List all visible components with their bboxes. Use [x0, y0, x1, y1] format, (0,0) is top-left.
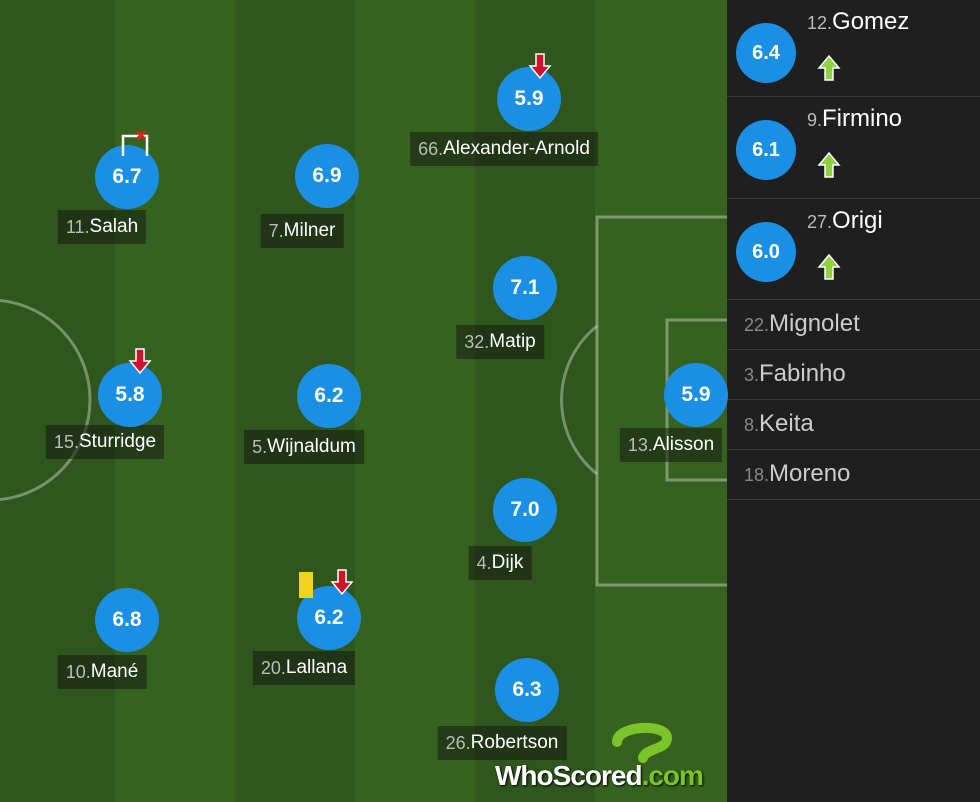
player-name: Alisson [652, 434, 715, 455]
sub-on-arrow [817, 151, 841, 178]
rating: 5.9 [664, 363, 728, 427]
player-label: 32. Matip [456, 325, 544, 359]
shirt-number: 15. [53, 431, 79, 452]
player-name: Wijnaldum [267, 436, 356, 457]
rating: 5.8 [98, 363, 162, 427]
bench-row: 3.Fabinho [727, 350, 980, 400]
rating: 6.3 [495, 658, 559, 722]
player-label: 13. Alisson [619, 428, 723, 462]
shirt-number: 7. [268, 220, 284, 241]
sub-off-arrow [128, 348, 152, 375]
player-name: Firmino [822, 105, 903, 132]
yellow-card [299, 572, 313, 598]
substitutes-panel: 6.4 12.Gomez 6.1 9.Firmino 6.0 27.Origi 22.Mig… [727, 0, 980, 802]
player-label: 66. Alexander-Arnold [410, 132, 598, 166]
player-label: 7. Milner [260, 214, 344, 248]
rating: 6.4 [736, 23, 796, 83]
sub-on-arrow [817, 54, 841, 81]
rating: 6.2 [297, 364, 361, 428]
player-name: Mignolet [769, 310, 860, 337]
player-label: 10. Mané [57, 655, 147, 689]
player-name: Gomez [832, 8, 910, 35]
player-name: Robertson [470, 732, 559, 753]
rating: 7.0 [493, 478, 557, 542]
rating: 6.0 [736, 222, 796, 282]
shirt-number: 3. [744, 365, 760, 385]
player-name: Milner [283, 220, 336, 241]
player-label: 4. Dijk [468, 546, 532, 580]
logo-mark [612, 723, 673, 763]
shirt-number: 10. [65, 661, 91, 682]
player-label: 5. Wijnaldum [244, 430, 364, 464]
shirt-number: 66. [418, 138, 444, 159]
player-name: Matip [489, 331, 536, 352]
logo-suffix: .com [641, 760, 704, 791]
sub-text: 9.Firmino [807, 105, 902, 133]
shirt-number: 18. [744, 465, 770, 485]
shirt-number: 26. [445, 732, 471, 753]
shirt-number: 9. [807, 110, 823, 130]
player-name: Sturridge [78, 431, 157, 452]
rating: 6.7 [95, 145, 159, 209]
shirt-number: 22. [744, 315, 770, 335]
bench-text: 3.Fabinho [744, 360, 846, 388]
player-name: Origi [832, 207, 883, 234]
shirt-number: 11. [65, 216, 90, 237]
player-label: 15. Sturridge [45, 425, 165, 459]
bench-text: 8.Keita [744, 410, 814, 438]
shirt-number: 32. [464, 331, 490, 352]
shirt-number: 20. [260, 657, 286, 678]
rating: 6.9 [295, 144, 359, 208]
player-label: 11. Salah [57, 210, 147, 244]
rating: 6.1 [736, 120, 796, 180]
logo: WhoScored.com [495, 723, 704, 792]
player-label: 26. Robertson [437, 726, 567, 760]
rating: 7.1 [493, 256, 557, 320]
player-name: Keita [759, 410, 814, 437]
shirt-number: 8. [744, 415, 760, 435]
bench-row: 22.Mignolet [727, 300, 980, 350]
rating: 5.9 [497, 67, 561, 131]
player-name: Dijk [491, 552, 524, 573]
player-name: Mané [90, 661, 139, 682]
sub-off-arrow [330, 569, 354, 596]
bench-text: 18.Moreno [744, 460, 850, 488]
sub-text: 12.Gomez [807, 8, 909, 36]
player-name: Salah [89, 216, 139, 237]
sub-text: 27.Origi [807, 207, 883, 235]
shirt-number: 12. [807, 13, 833, 33]
player-name: Lallana [285, 657, 348, 678]
bench-row: 18.Moreno [727, 450, 980, 500]
player-name: Moreno [769, 460, 851, 487]
shirt-number: 5. [252, 436, 268, 457]
shirt-number: 27. [807, 212, 833, 232]
bench-text: 22.Mignolet [744, 310, 860, 338]
sub-off-arrow [528, 53, 552, 80]
shirt-number: 13. [627, 434, 653, 455]
player-name: Alexander-Arnold [443, 138, 590, 159]
sub-on-arrow [817, 253, 841, 280]
player-label: 20. Lallana [252, 651, 356, 685]
sub-row: 6.1 9.Firmino [727, 97, 980, 199]
sub-row: 6.0 27.Origi [727, 199, 980, 300]
goal-icon [121, 129, 149, 156]
rating: 6.8 [95, 588, 159, 652]
logo-brand: WhoScored [495, 760, 643, 791]
shirt-number: 4. [476, 552, 492, 573]
sub-row: 6.4 12.Gomez [727, 0, 980, 97]
player-name: Fabinho [759, 360, 846, 387]
bench-row: 8.Keita [727, 400, 980, 450]
